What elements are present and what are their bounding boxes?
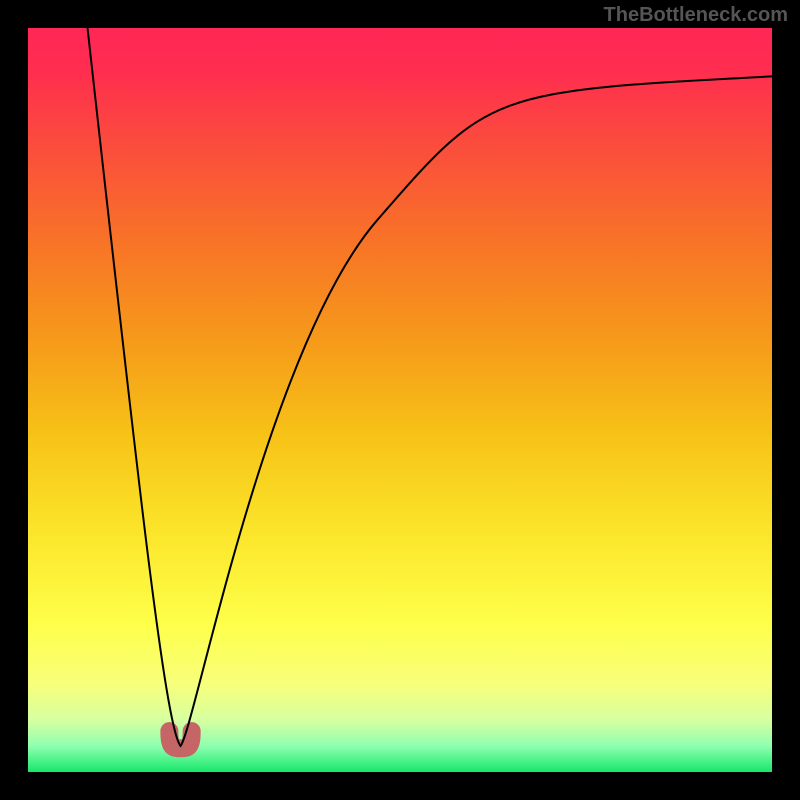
watermark-text: TheBottleneck.com — [604, 4, 788, 27]
bottleneck-chart — [0, 0, 800, 800]
plot-background-gradient — [28, 28, 772, 772]
chart-frame: TheBottleneck.com — [0, 0, 800, 800]
